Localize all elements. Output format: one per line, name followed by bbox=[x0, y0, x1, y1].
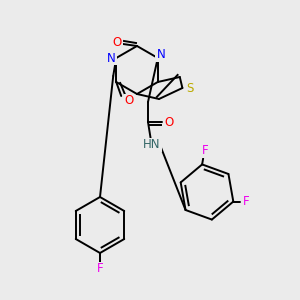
Text: N: N bbox=[107, 52, 116, 64]
Text: S: S bbox=[187, 82, 194, 94]
Text: O: O bbox=[164, 116, 174, 128]
Text: O: O bbox=[124, 94, 134, 107]
Text: N: N bbox=[156, 49, 165, 62]
Text: HN: HN bbox=[143, 139, 161, 152]
Text: F: F bbox=[202, 144, 208, 157]
Text: F: F bbox=[97, 262, 103, 275]
Text: O: O bbox=[112, 37, 122, 50]
Text: F: F bbox=[243, 195, 250, 208]
